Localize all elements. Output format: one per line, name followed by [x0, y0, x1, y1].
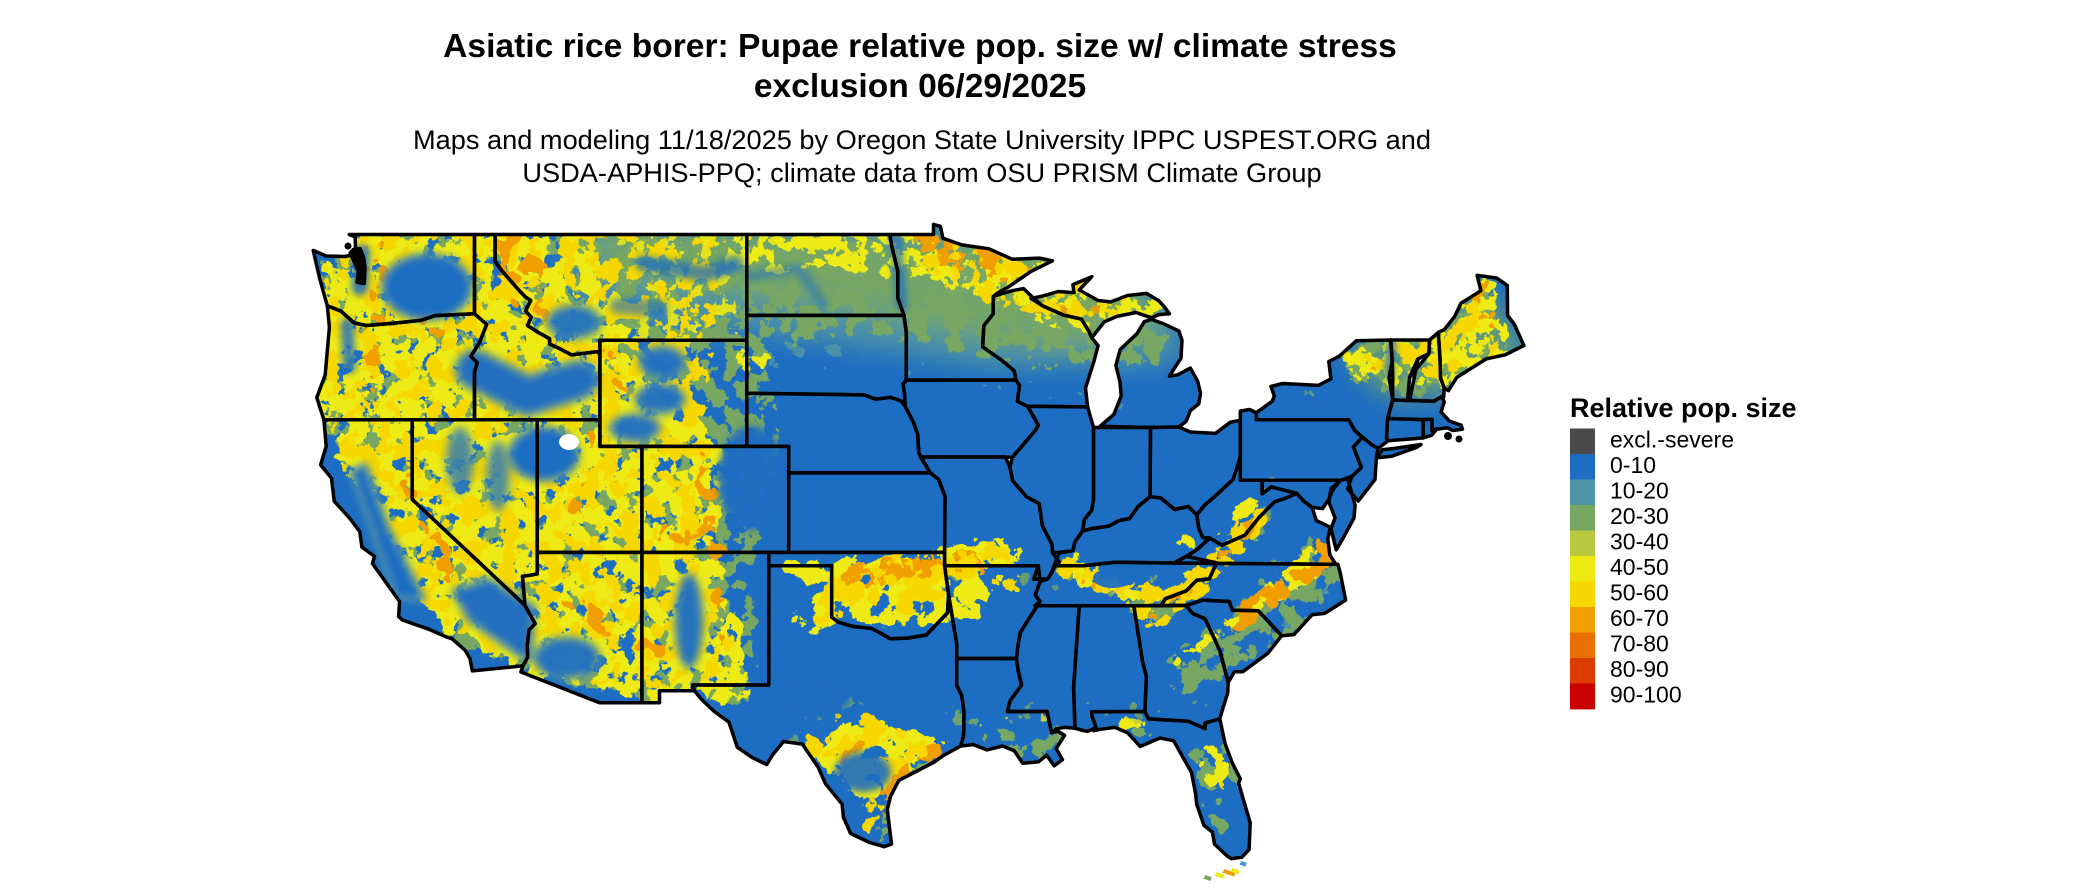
svg-text:30-40: 30-40: [1610, 529, 1669, 555]
svg-text:60-70: 60-70: [1610, 605, 1669, 631]
svg-text:0-10: 0-10: [1610, 452, 1656, 478]
svg-text:Maps and modeling 11/18/2025 b: Maps and modeling 11/18/2025 by Oregon S…: [413, 124, 1431, 155]
svg-text:10-20: 10-20: [1610, 478, 1669, 504]
svg-text:Asiatic rice borer: Pupae rela: Asiatic rice borer: Pupae relative pop. …: [443, 28, 1397, 65]
svg-text:exclusion 06/29/2025: exclusion 06/29/2025: [754, 68, 1086, 105]
svg-text:80-90: 80-90: [1610, 656, 1669, 682]
svg-text:Relative pop. size: Relative pop. size: [1570, 393, 1797, 423]
svg-text:20-30: 20-30: [1610, 503, 1669, 529]
svg-text:40-50: 40-50: [1610, 554, 1669, 580]
svg-text:USDA-APHIS-PPQ; climate data f: USDA-APHIS-PPQ; climate data from OSU PR…: [522, 157, 1321, 188]
svg-text:90-100: 90-100: [1610, 682, 1682, 708]
svg-text:70-80: 70-80: [1610, 631, 1669, 657]
svg-text:excl.-severe: excl.-severe: [1610, 427, 1734, 453]
svg-text:50-60: 50-60: [1610, 580, 1669, 606]
